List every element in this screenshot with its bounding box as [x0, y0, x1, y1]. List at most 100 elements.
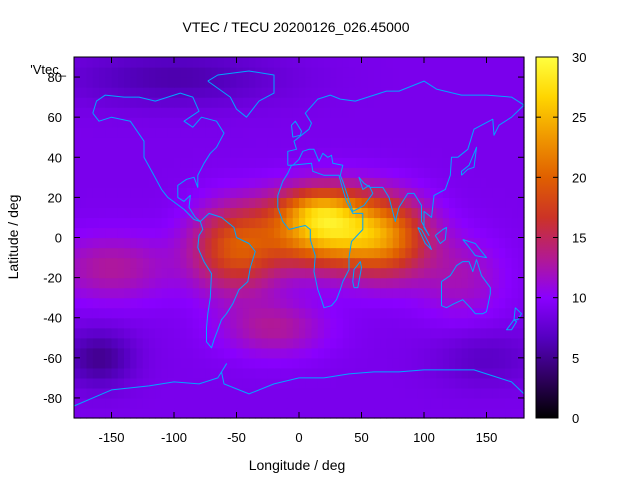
heatmap-cell	[505, 407, 513, 419]
heatmap-cell	[111, 347, 119, 359]
heatmap-cell	[217, 247, 225, 259]
heatmap-cell	[399, 347, 406, 359]
heatmap-cell	[417, 387, 425, 399]
heatmap-cell	[274, 57, 281, 68]
heatmap-cell	[136, 387, 144, 399]
heatmap-cell	[180, 217, 188, 229]
heatmap-cell	[261, 367, 269, 379]
heatmap-cell	[142, 167, 150, 178]
heatmap-cell	[399, 87, 406, 98]
heatmap-cell	[74, 317, 81, 329]
heatmap-cell	[405, 147, 413, 158]
heatmap-cell	[430, 287, 438, 299]
heatmap-cell	[399, 387, 406, 399]
heatmap-cell	[292, 337, 300, 349]
heatmap-cell	[167, 177, 175, 188]
heatmap-cell	[155, 327, 163, 339]
heatmap-cell	[267, 67, 275, 78]
heatmap-cell	[186, 217, 194, 229]
heatmap-cell	[249, 377, 256, 389]
heatmap-cell	[142, 157, 150, 168]
heatmap-cell	[417, 137, 425, 148]
heatmap-cell	[155, 187, 163, 198]
heatmap-cell	[511, 367, 519, 379]
heatmap-cell	[355, 247, 363, 259]
heatmap-cell	[417, 147, 425, 158]
heatmap-cell	[105, 207, 113, 219]
heatmap-cell	[317, 357, 325, 369]
heatmap-cell	[405, 287, 413, 299]
heatmap-cell	[217, 137, 225, 148]
heatmap-cell	[442, 197, 450, 209]
heatmap-cell	[336, 237, 344, 249]
heatmap-cell	[130, 157, 138, 168]
heatmap-cell	[355, 227, 363, 239]
heatmap-cell	[380, 137, 388, 148]
heatmap-cell	[280, 117, 288, 128]
heatmap-cell	[180, 287, 188, 299]
heatmap-cell	[205, 377, 213, 389]
heatmap-cell	[517, 287, 525, 299]
heatmap-cell	[442, 297, 450, 309]
heatmap-cell	[86, 187, 94, 198]
heatmap-cell	[405, 257, 413, 269]
heatmap-cell	[392, 387, 400, 399]
heatmap-cell	[174, 317, 181, 329]
heatmap-cell	[255, 167, 263, 178]
heatmap-cell	[249, 317, 256, 329]
heatmap-cell	[174, 227, 181, 239]
heatmap-cell	[449, 187, 456, 198]
heatmap-cell	[224, 327, 231, 339]
heatmap-cell	[211, 277, 219, 289]
heatmap-cell	[286, 207, 294, 219]
heatmap-cell	[274, 87, 281, 98]
heatmap-cell	[267, 227, 275, 239]
heatmap-cell	[330, 87, 338, 98]
heatmap-cell	[399, 397, 406, 409]
heatmap-cell	[167, 57, 175, 68]
heatmap-cell	[136, 307, 144, 319]
heatmap-cell	[455, 367, 463, 379]
heatmap-cell	[92, 127, 100, 138]
heatmap-cell	[92, 217, 100, 229]
heatmap-cell	[455, 407, 463, 419]
heatmap-cell	[155, 67, 163, 78]
x-tick-label: 100	[413, 430, 435, 445]
heatmap-cell	[149, 107, 156, 118]
heatmap-cell	[292, 397, 300, 409]
heatmap-cell	[474, 147, 481, 158]
heatmap-cell	[367, 337, 375, 349]
heatmap-cell	[286, 67, 294, 78]
heatmap-cell	[311, 77, 319, 88]
heatmap-cell	[111, 87, 119, 98]
heatmap-cell	[324, 177, 331, 188]
heatmap-cell	[424, 217, 431, 229]
heatmap-cell	[286, 327, 294, 339]
heatmap-cell	[267, 107, 275, 118]
heatmap-cell	[442, 267, 450, 279]
heatmap-cell	[499, 307, 506, 319]
heatmap-cell	[217, 187, 225, 198]
heatmap-cell	[430, 117, 438, 128]
heatmap-cell	[461, 127, 469, 138]
coastline-japan	[461, 146, 477, 176]
heatmap-cell	[317, 407, 325, 419]
heatmap-cell	[411, 167, 419, 178]
heatmap-cell	[361, 367, 369, 379]
heatmap-cell	[267, 127, 275, 138]
heatmap-cell	[349, 167, 356, 178]
heatmap-cell	[124, 227, 131, 239]
heatmap-cell	[86, 407, 94, 419]
heatmap-cell	[242, 97, 250, 108]
heatmap-cell	[92, 237, 100, 249]
heatmap-cell	[442, 287, 450, 299]
heatmap-cell	[317, 327, 325, 339]
heatmap-cell	[149, 67, 156, 78]
heatmap-cell	[305, 67, 313, 78]
heatmap-cell	[199, 337, 206, 349]
heatmap-cell	[436, 227, 444, 239]
heatmap-cell	[449, 137, 456, 148]
heatmap-cell	[117, 357, 125, 369]
heatmap-cell	[405, 247, 413, 259]
heatmap-cell	[161, 267, 169, 279]
